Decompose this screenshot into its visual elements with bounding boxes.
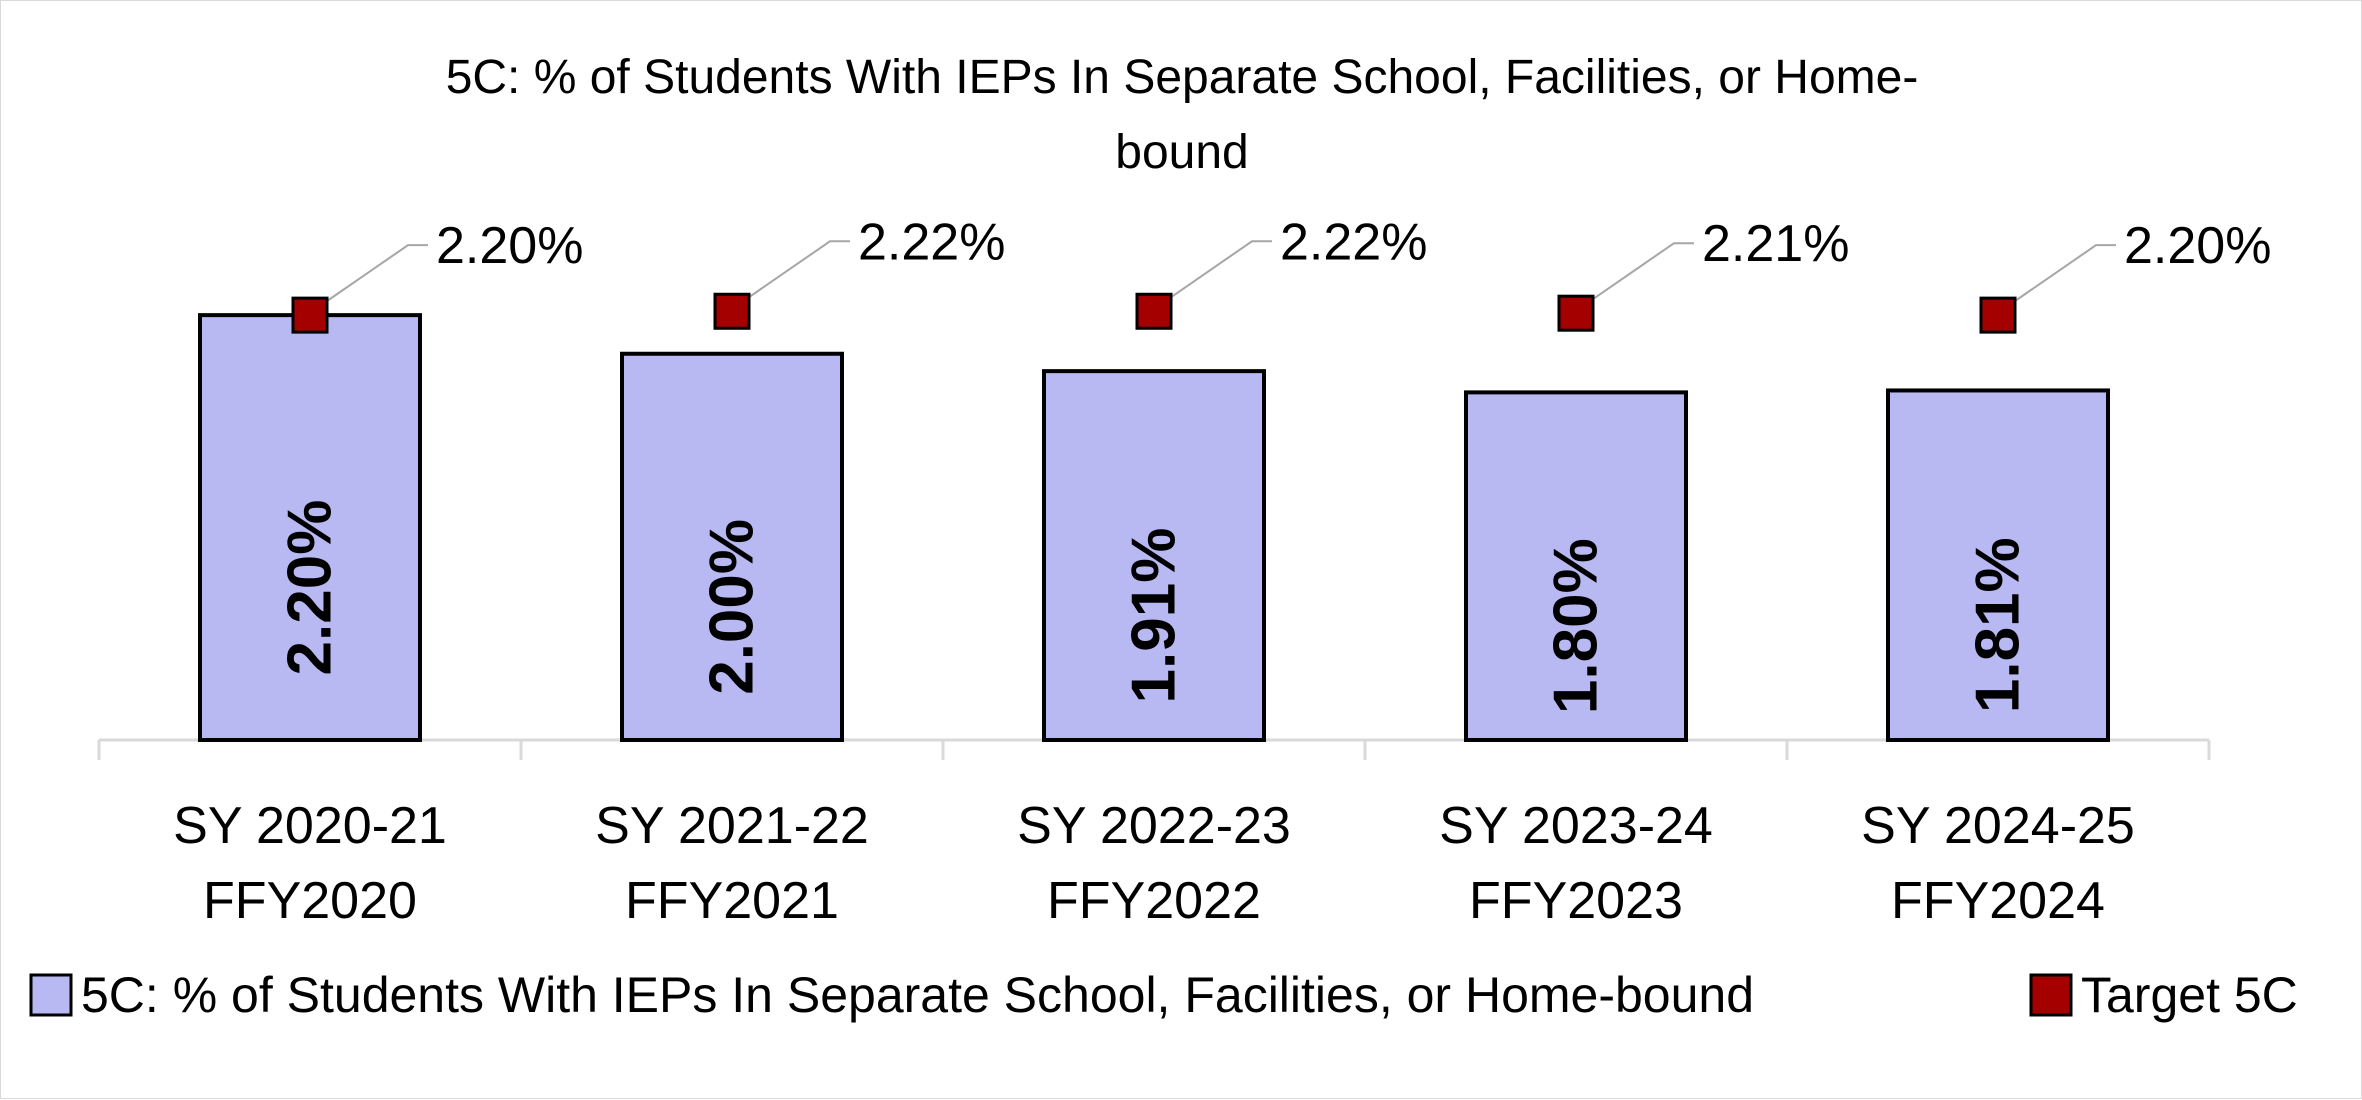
target-leader-line [323, 244, 428, 304]
legend-swatch-bars [29, 973, 73, 1017]
x-tick-label: SY 2024-25 [1861, 797, 2135, 855]
chart-title: 5C: % of Students With IEPs In Separate … [446, 51, 1919, 179]
target-marker [291, 296, 329, 334]
bar-data-label: 2.20% [276, 500, 345, 676]
target-leader-line [1167, 240, 1272, 301]
bar-data-label: 1.81% [1964, 537, 2033, 713]
bar [198, 313, 422, 742]
target-data-label: 2.20% [2124, 217, 2271, 275]
legend-label-target: Target 5C [2081, 967, 2298, 1023]
x-tick-label: FFY2020 [203, 872, 417, 930]
target-leader-line [2011, 244, 2116, 304]
target-data-label: 2.20% [436, 217, 583, 275]
target-data-label: 2.21% [1702, 215, 1849, 273]
bar [1886, 388, 2110, 742]
x-tick-label: SY 2021-22 [595, 797, 869, 855]
bar [1464, 390, 1688, 742]
target-marker [1979, 296, 2017, 334]
x-tick-label: FFY2024 [1891, 872, 2105, 930]
target-marker [1135, 292, 1173, 330]
bar [1042, 369, 1266, 742]
bar-data-label: 1.91% [1120, 528, 1189, 704]
target-leader-line [1589, 242, 1694, 303]
bar [620, 351, 844, 742]
bar-data-label: 2.00% [698, 519, 767, 695]
plot-area: 2.20% 2.20% SY 2020-21 FFY2020 2.00% 2.22% SY … [97, 213, 2271, 930]
x-tick-label: SY 2022-23 [1017, 797, 1291, 855]
x-tick-label: FFY2023 [1469, 872, 1683, 930]
x-tick-label: SY 2020-21 [173, 797, 447, 855]
target-data-label: 2.22% [858, 213, 1005, 271]
target-marker [1557, 294, 1595, 332]
chart-title-line-1: 5C: % of Students With IEPs In Separate … [446, 51, 1919, 104]
legend-label-bars: 5C: % of Students With IEPs In Separate … [81, 967, 1754, 1023]
target-leader-line [745, 240, 850, 301]
chart-title-line-2: bound [1115, 126, 1248, 179]
legend-swatch-target [2029, 973, 2073, 1017]
x-tick-label: FFY2022 [1047, 872, 1261, 930]
x-tick-label: SY 2023-24 [1439, 797, 1713, 855]
legend: 5C: % of Students With IEPs In Separate … [29, 967, 2298, 1023]
target-marker [713, 292, 751, 330]
x-tick-label: FFY2021 [625, 872, 839, 930]
bar-data-label: 1.80% [1542, 538, 1611, 714]
target-data-label: 2.22% [1280, 213, 1427, 271]
